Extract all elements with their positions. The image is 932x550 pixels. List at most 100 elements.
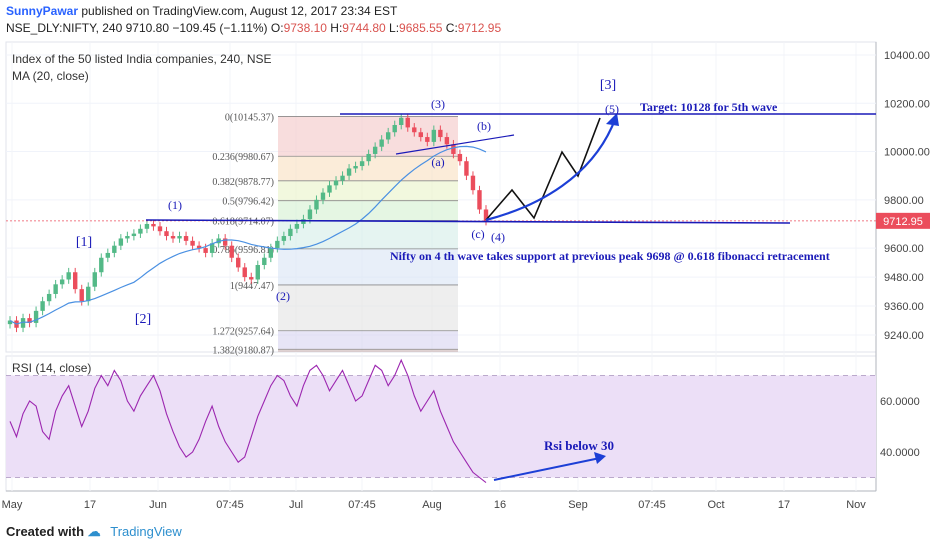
high-value: 9744.80	[342, 21, 386, 35]
candle-body	[229, 245, 234, 258]
rsi-arrow-line	[493, 457, 601, 481]
price-tick-label: 10200.00	[884, 98, 930, 110]
fib-zone	[278, 180, 458, 201]
brand-name[interactable]: TradingView	[110, 524, 182, 539]
candle-body	[464, 161, 469, 176]
candle-body	[73, 272, 78, 290]
symbol: NSE_DLY:NIFTY, 240	[6, 21, 123, 35]
fib-level-label: 1(9447.47)	[230, 281, 274, 292]
candle-body	[59, 279, 65, 285]
candle-body	[353, 166, 358, 169]
time-tick-label: 07:45	[216, 499, 244, 511]
created-with: Created with	[6, 524, 85, 539]
time-tick-label: 07:45	[348, 499, 376, 511]
candle-body	[399, 117, 404, 125]
candle-body	[138, 228, 143, 234]
price-tick-label: 9800.00	[884, 195, 924, 207]
candle-body	[340, 175, 345, 181]
fib-level-label: 0.618(9714.07)	[212, 217, 274, 228]
last-value: 9710.80	[125, 21, 170, 35]
time-tick-label: May	[2, 499, 23, 511]
candle-body	[99, 257, 104, 273]
candle-body	[33, 310, 39, 323]
candle-body	[79, 289, 84, 302]
candle-body	[86, 286, 91, 302]
fib-zone	[278, 200, 458, 221]
tradingview-logo-icon[interactable]: ☁	[87, 524, 101, 539]
time-tick-label: 16	[494, 499, 506, 511]
fib-level-label: 0.236(9980.67)	[212, 152, 274, 163]
time-tick-label: Oct	[707, 499, 724, 511]
close-value: 9712.95	[457, 21, 502, 35]
rsi-line	[9, 358, 487, 484]
candle-body	[7, 320, 13, 325]
author-name[interactable]: SunnyPawar	[6, 4, 79, 18]
fib-zone	[278, 220, 458, 249]
candle-body	[366, 153, 371, 162]
projection-curve	[485, 121, 616, 222]
candle-body	[372, 146, 378, 154]
candle-body	[157, 226, 163, 232]
candle-body	[477, 190, 482, 210]
candle-body	[183, 236, 189, 241]
wave-label: (c)	[471, 227, 484, 241]
candle-body	[144, 223, 150, 229]
price-tick-label: 9360.00	[884, 301, 924, 313]
candle-body	[425, 137, 430, 142]
candle-body	[470, 175, 476, 191]
time-tick-label: Jun	[149, 499, 167, 511]
candle-body	[268, 248, 274, 258]
fib-level-label: 1.382(9180.87)	[212, 345, 274, 356]
footer: Created with ☁ TradingView	[6, 524, 182, 540]
candle-body	[379, 139, 384, 147]
candle-body	[46, 293, 52, 302]
candle-body	[412, 127, 417, 133]
candle-body	[418, 132, 423, 138]
candle-body	[131, 233, 137, 237]
wave-label: (1)	[168, 198, 182, 212]
wave-label: (3)	[431, 97, 445, 111]
fib-zone	[278, 330, 458, 350]
wave-label: [2]	[135, 312, 151, 327]
candle-body	[438, 129, 443, 138]
low-label: L:	[389, 21, 400, 35]
time-tick-label: Aug	[422, 499, 442, 511]
target-annotation: Target: 10128 for 5th wave	[640, 100, 778, 114]
candle-body	[236, 257, 241, 268]
candle-body	[288, 228, 293, 237]
fib-level-label: 0(10145.37)	[225, 112, 274, 123]
candle-body	[151, 223, 156, 227]
open-value: 9738.10	[283, 21, 327, 35]
candle-body	[333, 180, 339, 186]
last-price-tag-label: 9712.95	[883, 216, 923, 228]
candle-body	[346, 168, 352, 176]
fib-level-label: 0.5(9796.42)	[222, 197, 274, 208]
candle-body	[249, 277, 254, 280]
rsi-tick-label: 40.0000	[880, 447, 920, 459]
projection-arrowhead	[606, 113, 619, 126]
publish-line: SunnyPawar published on TradingView.com,…	[6, 4, 397, 18]
wave-label: (b)	[477, 119, 491, 133]
ma-legend[interactable]: MA (20, close)	[12, 69, 89, 83]
rsi-arrowhead	[594, 452, 606, 464]
candle-body	[327, 185, 332, 193]
candle-body	[164, 231, 169, 237]
candle-body	[294, 223, 300, 229]
rsi-tick-label: 60.0000	[880, 396, 920, 408]
candle-body	[222, 238, 228, 246]
rsi-legend[interactable]: RSI (14, close)	[12, 361, 92, 375]
candle-body	[275, 240, 280, 249]
published-text: published on TradingView.com, August 12,…	[81, 4, 398, 18]
candle-body	[209, 243, 215, 253]
candle-body	[281, 236, 287, 241]
symbol-line: NSE_DLY:NIFTY, 240 9710.80 −109.45 (−1.1…	[6, 21, 501, 35]
candle-body	[203, 248, 208, 253]
candle-body	[53, 284, 58, 294]
candle-body	[392, 125, 397, 133]
candle-body	[66, 272, 71, 280]
candle-body	[314, 199, 319, 210]
fib-zone	[278, 248, 458, 285]
candle-body	[196, 245, 202, 249]
wave-label: (5)	[605, 102, 619, 116]
